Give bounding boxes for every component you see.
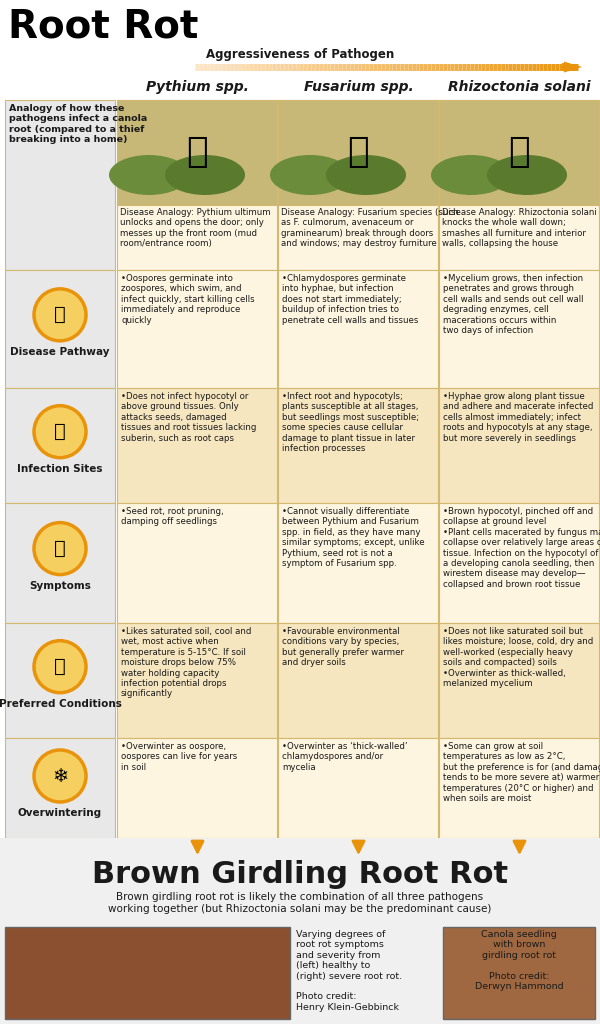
Text: Disease Analogy: Fusarium species (such
as F. culmorum, avenaceum or
graminearum: Disease Analogy: Fusarium species (such …	[281, 208, 458, 248]
Text: 🍃: 🍃	[54, 539, 66, 558]
Text: •Chlamydospores germinate
into hyphae, but infection
does not start immediately;: •Chlamydospores germinate into hyphae, b…	[282, 274, 418, 325]
Bar	[443, 927, 595, 1019]
Bar	[439, 100, 599, 205]
Text: •Does not like saturated soil but
likes moisture; loose, cold, dry and
well-work: •Does not like saturated soil but likes …	[443, 627, 593, 688]
Bar	[439, 623, 599, 738]
Bar	[5, 388, 115, 503]
Text: Infection Sites: Infection Sites	[17, 464, 103, 474]
Text: Disease Analogy: Rhizoctonia solani
knocks the whole wall down;
smashes all furn: Disease Analogy: Rhizoctonia solani knoc…	[442, 208, 597, 248]
Text: 🔑: 🔑	[186, 135, 208, 170]
Bar	[278, 100, 438, 205]
Text: •Some can grow at soil
temperatures as low as 2°C,
but the preference is for (an: •Some can grow at soil temperatures as l…	[443, 742, 600, 803]
Text: Fusarium spp.: Fusarium spp.	[304, 80, 413, 94]
Ellipse shape	[165, 155, 245, 195]
Text: 🏚: 🏚	[508, 135, 530, 170]
Bar	[117, 270, 277, 388]
Text: •Infect root and hypocotyls;
plants susceptible at all stages,
but seedlings mos: •Infect root and hypocotyls; plants susc…	[282, 392, 419, 453]
Text: •Does not infect hypocotyl or
above ground tissues. Only
attacks seeds, damaged
: •Does not infect hypocotyl or above grou…	[121, 392, 256, 442]
Bar	[117, 100, 277, 205]
Text: 🦠: 🦠	[54, 305, 66, 325]
Text: 🌦: 🌦	[54, 657, 66, 676]
Text: •Oospores germinate into
zoospores, which swim, and
infect quickly, start killin: •Oospores germinate into zoospores, whic…	[121, 274, 254, 325]
Ellipse shape	[270, 155, 350, 195]
Ellipse shape	[431, 155, 511, 195]
Circle shape	[34, 641, 86, 692]
Text: 🌱: 🌱	[54, 422, 66, 441]
Text: Root Rot: Root Rot	[8, 7, 199, 45]
Text: Varying degrees of
root rot symptoms
and severity from
(left) healthy to
(right): Varying degrees of root rot symptoms and…	[296, 930, 402, 1012]
Bar	[278, 623, 438, 738]
Circle shape	[34, 406, 86, 458]
Text: •Cannot visually differentiate
between Pythium and Fusarium
spp. in field, as th: •Cannot visually differentiate between P…	[282, 507, 425, 568]
Bar	[5, 270, 115, 388]
Text: Brown girdling root rot is likely the combination of all three pathogens
working: Brown girdling root rot is likely the co…	[109, 892, 491, 913]
Text: •Mycelium grows, then infection
penetrates and grows through
cell walls and send: •Mycelium grows, then infection penetrat…	[443, 274, 583, 335]
Bar	[439, 270, 599, 388]
Bar	[278, 503, 438, 623]
Bar	[117, 503, 277, 623]
Bar	[439, 503, 599, 623]
Text: Analogy of how these
pathogens infect a canola
root (compared to a thief
breakin: Analogy of how these pathogens infect a …	[9, 104, 147, 144]
Text: 🚪: 🚪	[347, 135, 369, 170]
Bar	[5, 927, 290, 1019]
Text: Pythium spp.: Pythium spp.	[146, 80, 249, 94]
Bar	[5, 623, 115, 738]
Bar	[439, 100, 599, 205]
Text: •Hyphae grow along plant tissue
and adhere and macerate infected
cells almost im: •Hyphae grow along plant tissue and adhe…	[443, 392, 593, 442]
Bar	[0, 838, 600, 1024]
Text: ❄: ❄	[52, 767, 68, 785]
Ellipse shape	[326, 155, 406, 195]
Text: Symptoms: Symptoms	[29, 581, 91, 591]
Text: Aggressiveness of Pathogen: Aggressiveness of Pathogen	[206, 48, 394, 61]
Bar	[278, 100, 438, 205]
Text: Overwintering: Overwintering	[18, 808, 102, 818]
Text: Disease Pathway: Disease Pathway	[10, 347, 110, 356]
Bar	[117, 205, 277, 270]
Text: •Likes saturated soil, cool and
wet, most active when
temperature is 5-15°C. If : •Likes saturated soil, cool and wet, mos…	[121, 627, 251, 698]
Bar	[117, 100, 277, 205]
FancyArrow shape	[562, 61, 582, 73]
Text: Preferred Conditions: Preferred Conditions	[0, 698, 121, 709]
Bar	[278, 205, 438, 270]
Bar	[5, 738, 115, 838]
Ellipse shape	[487, 155, 567, 195]
Text: Disease Analogy: Pythium ultimum
unlocks and opens the door; only
messes up the : Disease Analogy: Pythium ultimum unlocks…	[120, 208, 271, 248]
Bar	[117, 388, 277, 503]
Bar	[278, 388, 438, 503]
Text: Brown Girdling Root Rot: Brown Girdling Root Rot	[92, 860, 508, 889]
Circle shape	[34, 522, 86, 574]
Text: •Seed rot, root pruning,
damping off seedlings: •Seed rot, root pruning, damping off see…	[121, 507, 224, 526]
Bar	[117, 623, 277, 738]
Bar	[5, 100, 115, 270]
Text: •Overwinter as oospore,
oospores can live for years
in soil: •Overwinter as oospore, oospores can liv…	[121, 742, 237, 772]
Bar	[278, 270, 438, 388]
Bar	[5, 503, 115, 623]
Text: Canola seedling
with brown
girdling root rot

Photo credit:
Derwyn Hammond: Canola seedling with brown girdling root…	[475, 930, 563, 991]
Bar	[439, 205, 599, 270]
Text: •Brown hypocotyl, pinched off and
collapse at ground level
•Plant cells macerate: •Brown hypocotyl, pinched off and collap…	[443, 507, 600, 589]
Bar	[278, 738, 438, 838]
Bar	[117, 738, 277, 838]
Circle shape	[34, 289, 86, 341]
Text: •Overwinter as ‘thick-walled’
chlamydospores and/or
mycelia: •Overwinter as ‘thick-walled’ chlamydosp…	[282, 742, 407, 772]
Ellipse shape	[109, 155, 189, 195]
Circle shape	[34, 750, 86, 802]
Bar	[439, 388, 599, 503]
Text: Rhizoctonia solani: Rhizoctonia solani	[448, 80, 591, 94]
Bar	[439, 738, 599, 838]
Text: •Favourable environmental
conditions vary by species,
but generally prefer warme: •Favourable environmental conditions var…	[282, 627, 404, 668]
